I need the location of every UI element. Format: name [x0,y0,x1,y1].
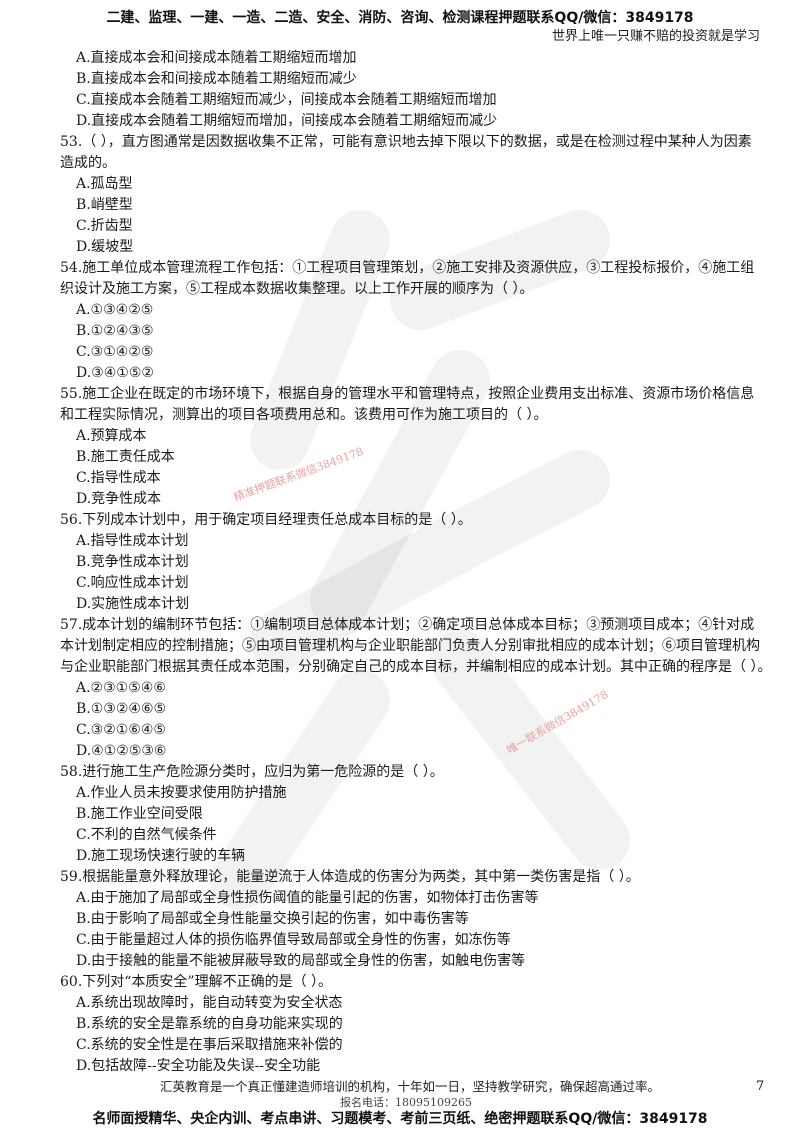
question-text: 57.成本计划的编制环节包括：①编制项目总体成本计划；②确定项目总体成本目标；③… [60,617,755,633]
answer-option: B.由于影响了局部或全身性能量交换引起的伤害，如中毒伤害等 [76,911,469,927]
answer-option: C.直接成本会随着工期缩短而减少，间接成本会随着工期缩短而增加 [76,92,497,108]
answer-option: B.直接成本会和间接成本随着工期缩短而减少 [76,71,357,87]
question-text: 53.（ ），直方图通常是因数据收集不正常，可能有意识地去掉下限以下的数据，或是… [60,134,752,150]
question-block: 59.根据能量意外释放理论，能量逆流于人体造成的伤害分为两类，其中第一类伤害是指… [0,867,800,972]
question-block: 54.施工单位成本管理流程工作包括：①工程项目管理策划，②施工安排及资源供应，③… [0,258,800,384]
answer-option: D.缓坡型 [76,239,134,255]
answer-option: B.施工作业空间受限 [76,806,203,822]
answer-option: B.竞争性成本计划 [76,554,189,570]
answer-option: D.施工现场快速行驶的车辆 [76,848,246,864]
answer-option: C.不利的自然气候条件 [76,827,217,843]
answer-option: D.实施性成本计划 [76,596,190,612]
answer-option: B.施工责任成本 [76,449,175,465]
question-text: 织设计及施工方案，⑤工程成本数据收集整理。以上工作开展的顺序为（ ）。 [60,281,534,297]
question-text: 58.进行施工生产危险源分类时，应归为第一危险源的是（ ）。 [60,764,444,780]
answer-option: A.由于施加了局部或全身性损伤阈值的能量引起的伤害，如物体打击伤害等 [76,890,539,906]
answer-option: C.响应性成本计划 [76,575,189,591]
question-text: 和工程实际情况，测算出的项目各项费用总和。该费用可作为施工项目的（ ）。 [60,407,548,423]
answer-option: D.③④①⑤② [76,365,154,381]
answer-option: C.指导性成本 [76,470,161,486]
question-text: 本计划制定相应的控制措施；⑤由项目管理机构与企业职能部门负责人分别审批相应的成本… [60,638,760,654]
answer-option: C.③②①⑥④⑤ [76,722,166,738]
question-block: A.直接成本会和间接成本随着工期缩短而增加 B.直接成本会和间接成本随着工期缩短而… [0,48,800,132]
answer-option: A.直接成本会和间接成本随着工期缩短而增加 [76,50,357,66]
answer-option: C.由于能量超过人体的损伤临界值导致局部或全身性的伤害，如冻伤等 [76,932,511,948]
question-block: 56.下列成本计划中，用于确定项目经理责任总成本目标的是（ ）。 A.指导性成本计… [0,510,800,615]
page-header: 二建、监理、一建、一造、二造、安全、消防、咨询、检测课程押题联系QQ/微信：38… [106,10,694,26]
question-text: 造成的。 [60,155,116,171]
answer-option: D.竞争性成本 [76,491,162,507]
footer-contact: 名师面授精华、央企内训、考点串讲、习题模考、考前三页纸、绝密押题联系QQ/微信：… [92,1111,708,1127]
question-text: 60.下列对“本质安全”理解不正确的是（ ）。 [60,974,333,990]
background-watermark-logo [210,210,630,910]
question-block: 60.下列对“本质安全”理解不正确的是（ ）。 A.系统出现故障时，能自动转变为安… [0,972,800,1077]
page-number: 7 [756,1079,765,1094]
question-block: 53.（ ），直方图通常是因数据收集不正常，可能有意识地去掉下限以下的数据，或是… [0,132,800,258]
answer-option: D.直接成本会随着工期缩短而增加，间接成本会随着工期缩短而减少 [76,113,498,129]
answer-option: A.预算成本 [76,428,147,444]
footer-phone: 报名电话：18095109265 [340,1096,472,1109]
question-block: 58.进行施工生产危险源分类时，应归为第一危险源的是（ ）。 A.作业人员未按要求… [0,762,800,867]
answer-option: C.系统的安全性是在事后采取措施来补偿的 [76,1037,343,1053]
answer-option: C.折齿型 [76,218,133,234]
question-text: 与企业职能部门根据其责任成本范围，分别确定自己的成本目标，并编制相应的成本计划。… [60,659,772,675]
answer-option: A.孤岛型 [76,176,133,192]
question-list: A.直接成本会和间接成本随着工期缩短而增加 B.直接成本会和间接成本随着工期缩短而… [0,48,800,1077]
question-text: 59.根据能量意外释放理论，能量逆流于人体造成的伤害分为两类，其中第一类伤害是指… [60,869,640,885]
question-text: 56.下列成本计划中，用于确定项目经理责任总成本目标的是（ ）。 [60,512,472,528]
question-block: 55.施工企业在既定的市场环境下，根据自身的管理水平和管理特点，按照企业费用支出… [0,384,800,510]
answer-option: D.④①②⑤③⑥ [76,743,167,759]
answer-option: A.①③④②⑤ [76,302,154,318]
answer-option: C.③①④②⑤ [76,344,154,360]
answer-option: B.峭壁型 [76,197,133,213]
answer-option: D.包括故障--安全功能及失误--安全功能 [76,1058,321,1074]
answer-option: A.指导性成本计划 [76,533,189,549]
header-slogan: 世界上唯一只赚不赔的投资就是学习 [551,29,760,44]
answer-option: B.系统的安全是靠系统的自身功能来实现的 [76,1016,343,1032]
answer-option: A.作业人员未按要求使用防护措施 [76,785,287,801]
answer-option: A.系统出现故障时，能自动转变为安全状态 [76,995,343,1011]
question-text: 54.施工单位成本管理流程工作包括：①工程项目管理策划，②施工安排及资源供应，③… [60,260,755,276]
answer-option: D.由于接触的能量不能被屏蔽导致的局部或全身性的伤害，如触电伤害等 [76,953,526,969]
question-text: 55.施工企业在既定的市场环境下，根据自身的管理水平和管理特点，按照企业费用支出… [60,386,755,402]
question-block: 57.成本计划的编制环节包括：①编制项目总体成本计划；②确定项目总体成本目标；③… [0,615,800,762]
answer-option: A.②③①⑤④⑥ [76,680,166,696]
answer-option: B.①③②④⑥⑤ [76,701,167,717]
footer-tagline: 汇英教育是一个真正懂建造师培训的机构，十年如一日，坚持教学研究，确保超高通过率。 [160,1079,661,1094]
answer-option: B.①②④③⑤ [76,323,154,339]
